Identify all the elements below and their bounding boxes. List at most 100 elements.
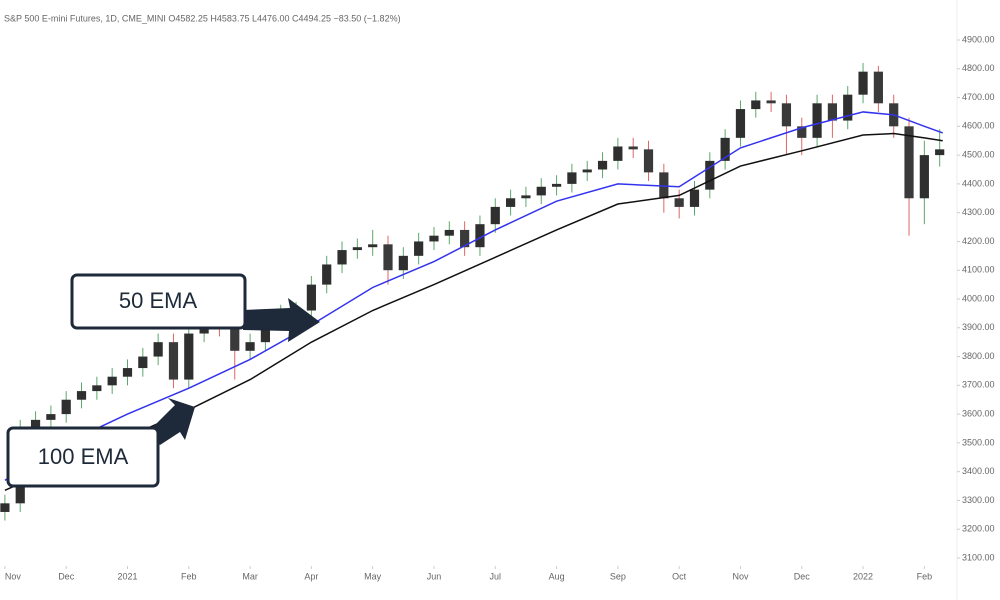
x-tick-label: Jun — [427, 571, 442, 581]
candle-body — [398, 255, 408, 271]
candle-body — [597, 160, 608, 170]
ema-line — [4, 111, 943, 481]
candle-body — [904, 126, 914, 199]
y-tick-label: 4400.00 — [962, 178, 995, 188]
candle-body — [107, 376, 117, 386]
candle-body — [735, 109, 746, 138]
candle-body — [766, 100, 776, 104]
x-tick-label: Nov — [732, 571, 749, 581]
candle-body — [444, 229, 454, 236]
candle-body — [168, 342, 179, 380]
candle-body — [61, 399, 71, 415]
y-tick-label: 3100.00 — [962, 552, 995, 562]
x-tick-label: Jul — [490, 571, 502, 581]
y-tick-label: 3200.00 — [962, 524, 995, 534]
x-tick-label: Feb — [181, 571, 197, 581]
candle-body — [30, 419, 41, 429]
candle-body — [260, 322, 271, 343]
candle-body — [812, 103, 822, 138]
y-tick-label: 4700.00 — [962, 92, 995, 102]
annotation: 50 EMA — [119, 288, 198, 313]
candle-body — [536, 186, 546, 196]
x-tick-label: Sep — [610, 571, 626, 581]
candle-body — [475, 224, 485, 248]
candle-body — [919, 155, 929, 199]
candle-body — [935, 149, 945, 156]
candle-body — [628, 146, 638, 150]
candle-body — [613, 146, 623, 161]
candle-body — [383, 244, 393, 271]
y-tick-label: 3700.00 — [962, 380, 995, 390]
candle-body — [781, 103, 792, 127]
candle-body — [582, 169, 592, 173]
candle-body — [643, 149, 654, 173]
y-tick-label: 3900.00 — [962, 322, 995, 332]
candle-body — [460, 229, 470, 248]
arrow — [150, 398, 195, 445]
candle-body — [368, 244, 378, 248]
x-tick-label: Nov — [5, 571, 22, 581]
candle-body — [76, 391, 87, 400]
chart-title: S&P 500 E-mini Futures, 1D, CME_MINI O45… — [4, 13, 401, 23]
candle-body — [352, 247, 362, 251]
candle-body — [46, 414, 56, 420]
candle-body — [490, 206, 500, 225]
x-tick-label: May — [364, 571, 382, 581]
y-tick-label: 3400.00 — [962, 466, 995, 476]
candle-body — [153, 342, 163, 357]
candle-body — [827, 103, 838, 121]
candle-body — [429, 235, 439, 242]
y-tick-label: 3300.00 — [962, 495, 995, 505]
candle-body — [322, 264, 332, 285]
arrow — [243, 298, 320, 342]
x-tick-label: Dec — [58, 571, 75, 581]
candle-body — [720, 137, 730, 161]
x-tick-label: Oct — [672, 571, 687, 581]
candle-body — [0, 503, 10, 512]
x-tick-label: Feb — [917, 571, 933, 581]
candle-body — [122, 368, 133, 377]
candle-body — [843, 94, 853, 121]
candle-body — [873, 71, 883, 104]
annotation-box — [6, 426, 160, 488]
candle-body — [306, 284, 316, 311]
candle-body — [92, 385, 102, 392]
x-tick-label: 2021 — [117, 571, 137, 581]
y-tick-label: 4200.00 — [962, 236, 995, 246]
candle-body — [797, 126, 807, 138]
candle-body — [506, 198, 516, 207]
candle-body — [184, 333, 194, 380]
annotations: 50 EMA 100 EMA — [6, 273, 320, 488]
candle-body — [705, 160, 715, 190]
candle-body — [337, 250, 347, 265]
x-tick-label: Dec — [794, 571, 811, 581]
candle-body — [521, 195, 531, 199]
candle-body — [414, 241, 424, 256]
candle-body — [858, 71, 868, 95]
candle-body — [230, 327, 240, 351]
y-tick-label: 4600.00 — [962, 121, 995, 131]
annotation-box — [70, 273, 247, 330]
y-tick-label: 3600.00 — [962, 408, 995, 418]
y-tick-label: 4800.00 — [962, 63, 995, 73]
y-tick-label: 3800.00 — [962, 351, 995, 361]
candle-body — [689, 189, 700, 207]
y-tick-label: 4100.00 — [962, 265, 995, 275]
x-tick-label: Apr — [304, 571, 318, 581]
y-tick-label: 4300.00 — [962, 207, 995, 217]
candle-body — [674, 198, 684, 207]
annotation: 100 EMA — [38, 444, 129, 469]
candle-body — [551, 183, 562, 187]
y-tick-label: 3500.00 — [962, 437, 995, 447]
x-tick-label: Aug — [549, 571, 565, 581]
candle-body — [138, 356, 148, 369]
candle-body — [245, 342, 255, 351]
candle-body — [567, 172, 577, 184]
y-tick-label: 4900.00 — [962, 34, 995, 44]
y-tick-label: 4500.00 — [962, 149, 995, 159]
y-tick-label: 4000.00 — [962, 293, 995, 303]
x-tick-label: 2022 — [853, 571, 873, 581]
candle-body — [751, 100, 761, 110]
x-tick-label: Mar — [242, 571, 258, 581]
